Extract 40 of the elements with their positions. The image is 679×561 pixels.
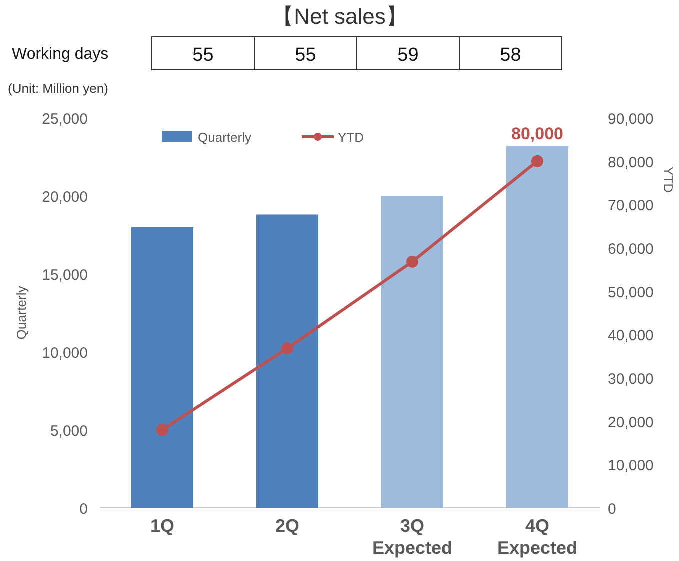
legend-label: YTD <box>338 130 364 145</box>
y2-tick-label: 20,000 <box>608 414 654 432</box>
text: 59 <box>398 45 419 66</box>
text: 55 <box>295 45 316 66</box>
y-tick-label: 15,000 <box>42 267 88 284</box>
y2-tick-label: 90,000 <box>608 111 654 128</box>
y2-tick-label: 70,000 <box>608 198 654 215</box>
bar <box>506 146 568 508</box>
point <box>532 155 544 168</box>
chart-title: 【Net sales】 <box>272 4 408 29</box>
y-tick-label: 0 <box>80 501 88 518</box>
x-tick-label: 3Q Expected <box>372 516 453 558</box>
y2-tick-label: 60,000 <box>608 241 654 258</box>
point <box>282 342 294 355</box>
x-tick-label: 4Q Expected <box>497 516 578 558</box>
y2-tick-label: 30,000 <box>608 371 654 388</box>
y-axis-title: Quarterly <box>14 286 29 340</box>
x-tick-label: 2Q <box>275 516 300 536</box>
y2-tick-label: 50,000 <box>608 284 654 302</box>
y2-tick-label: 10,000 <box>608 458 654 475</box>
y-tick-label: 5,000 <box>50 423 88 440</box>
y2-tick-label: 40,000 <box>608 328 654 345</box>
y-tick-label: 10,000 <box>42 345 88 362</box>
text: 55 <box>192 45 214 66</box>
y-tick-label: 20,000 <box>42 189 88 206</box>
text: Working days <box>12 46 109 63</box>
text: (Unit: Million yen) <box>8 81 108 96</box>
bar <box>382 196 444 508</box>
point <box>156 424 168 436</box>
y2-axis-title: YTD <box>661 167 676 193</box>
bar <box>132 227 194 508</box>
point <box>406 256 418 268</box>
legend-label: Quarterly <box>198 130 252 145</box>
y-tick-label: 25,000 <box>42 111 88 128</box>
y2-tick-label: 80,000 <box>608 154 654 172</box>
text: 58 <box>500 45 522 66</box>
bar <box>256 214 318 508</box>
data-label: 80,000 <box>512 124 564 144</box>
x-tick-label: 1Q <box>150 516 175 536</box>
y2-tick-label: 0 <box>608 501 616 518</box>
